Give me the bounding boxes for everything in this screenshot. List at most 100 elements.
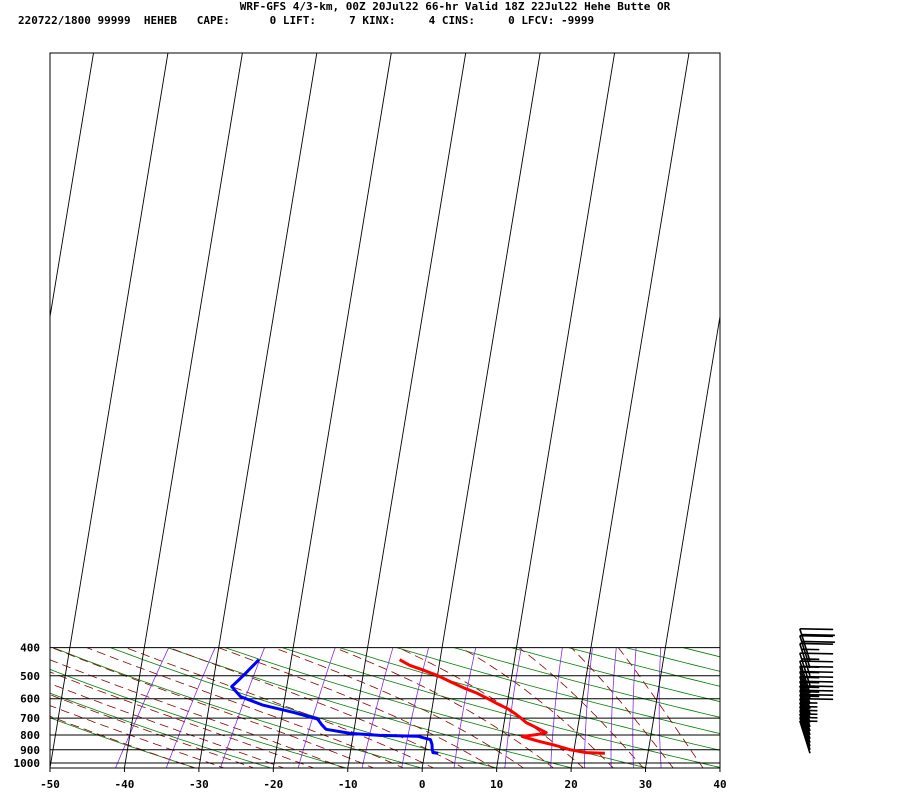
- barb-flag: [799, 660, 834, 663]
- wind-barb: [799, 713, 818, 747]
- wind-barb: [799, 627, 835, 662]
- barb-flag: [799, 642, 834, 645]
- isotherm: [496, 53, 616, 768]
- moist-adiabat: [570, 647, 674, 768]
- wind-barbs: [799, 627, 835, 754]
- barb-flag: [799, 689, 834, 692]
- temperature-tick-label: 0: [419, 778, 426, 791]
- mixing-ratio-line: [219, 647, 265, 768]
- barb-flag: [801, 640, 835, 643]
- isotherm: [0, 53, 19, 768]
- barb-flag: [799, 665, 834, 668]
- pressure-tick-label: 700: [20, 712, 40, 725]
- barb-shaft: [799, 713, 811, 747]
- wind-barb: [799, 634, 835, 669]
- isotherm: [198, 53, 318, 768]
- barb-flag: [799, 634, 834, 638]
- mixing-ratio-line: [401, 647, 430, 768]
- mixing-ratio-line: [453, 647, 477, 768]
- barb-flag: [799, 670, 834, 674]
- barb-flag: [799, 675, 834, 678]
- moist-adiabat: [50, 671, 315, 768]
- pressure-tick-label: 600: [20, 693, 40, 706]
- moist-adiabat: [86, 647, 405, 768]
- isotherm: [570, 53, 690, 768]
- barb-shaft: [799, 652, 811, 686]
- mixing-ratio-line: [632, 647, 637, 768]
- temperature-tick-label: 40: [713, 778, 726, 791]
- dry-adiabat: [167, 647, 574, 768]
- barb-flag: [799, 680, 834, 683]
- barb-shaft: [799, 720, 811, 754]
- pressure-tick-label: 400: [20, 642, 40, 655]
- wind-barb: [799, 720, 818, 754]
- pressure-tick-label: 800: [20, 729, 40, 742]
- moist-adiabat: [50, 659, 345, 768]
- barb-flag: [801, 633, 835, 637]
- barb-flag: [799, 685, 834, 688]
- isotherm: [50, 53, 169, 768]
- moist-adiabat: [169, 647, 465, 768]
- mixing-ratio-line: [658, 647, 662, 768]
- isotherm: [272, 53, 392, 768]
- mixing-ratio-line: [297, 647, 336, 768]
- moist-adiabat: [50, 694, 256, 768]
- temperature-tick-label: -20: [263, 778, 283, 791]
- wind-barb: [799, 709, 818, 743]
- isotherm: [421, 53, 541, 768]
- pressure-tick-label: 900: [20, 744, 40, 757]
- temperature-tick-label: -30: [189, 778, 209, 791]
- pressure-tick-label: 500: [20, 670, 40, 683]
- dry-adiabat: [110, 647, 499, 768]
- plot-frame: [49, 52, 721, 769]
- mixing-ratio-line: [610, 647, 617, 768]
- isotherm: [347, 53, 467, 768]
- temperature-tick-label: -50: [40, 778, 60, 791]
- moist-adiabat: [50, 705, 226, 768]
- moist-adiabat: [125, 647, 435, 768]
- barb-shaft: [799, 635, 811, 669]
- chart-title: WRF-GFS 4/3-km, 00Z 20Jul22 66-hr Valid …: [239, 0, 671, 13]
- pressure-tick-label: 1000: [14, 757, 41, 770]
- dry-adiabat: [568, 647, 720, 687]
- dry-adiabat: [50, 668, 348, 768]
- isotherm: [50, 53, 94, 320]
- dry-adiabat: [282, 647, 720, 768]
- barb-shaft: [799, 706, 811, 740]
- temperature-tick-label: 30: [639, 778, 652, 791]
- barb-shaft: [799, 628, 811, 662]
- barb-flag: [799, 693, 834, 697]
- wind-barb: [799, 716, 818, 751]
- sounding-indices: 220722/1800 99999 HEHEB CAPE: 0 LIFT: 7 …: [18, 14, 595, 27]
- dry-adiabat: [741, 648, 900, 770]
- barb-flag: [799, 652, 834, 655]
- moist-adiabat: [518, 647, 644, 768]
- temperature-tick-label: 10: [490, 778, 503, 791]
- wind-barb: [799, 652, 834, 686]
- isotherm: [645, 313, 720, 768]
- temperature-profile: [398, 658, 605, 755]
- mixing-ratio-line: [115, 647, 170, 768]
- mixing-ratio-line: [165, 647, 216, 768]
- dry-adiabat: [53, 647, 423, 768]
- moist-adiabat: [334, 647, 555, 768]
- profiles: [230, 658, 605, 755]
- background-lines: [0, 53, 900, 770]
- temperature-tick-label: -40: [115, 778, 135, 791]
- dry-adiabat: [50, 692, 273, 768]
- wind-barb: [799, 705, 818, 740]
- dry-adiabat: [225, 647, 650, 768]
- temperature-tick-label: -10: [338, 778, 358, 791]
- wind-barb: [799, 701, 818, 736]
- moist-adiabat: [460, 647, 614, 768]
- dry-adiabat: [454, 647, 720, 718]
- moist-adiabat: [273, 647, 525, 768]
- mixing-ratio-line: [550, 647, 563, 768]
- barb-shaft: [799, 710, 811, 743]
- moist-adiabat: [51, 647, 375, 768]
- moist-adiabat: [617, 647, 704, 768]
- barb-shaft: [799, 702, 811, 736]
- mixing-ratio-line: [504, 647, 522, 768]
